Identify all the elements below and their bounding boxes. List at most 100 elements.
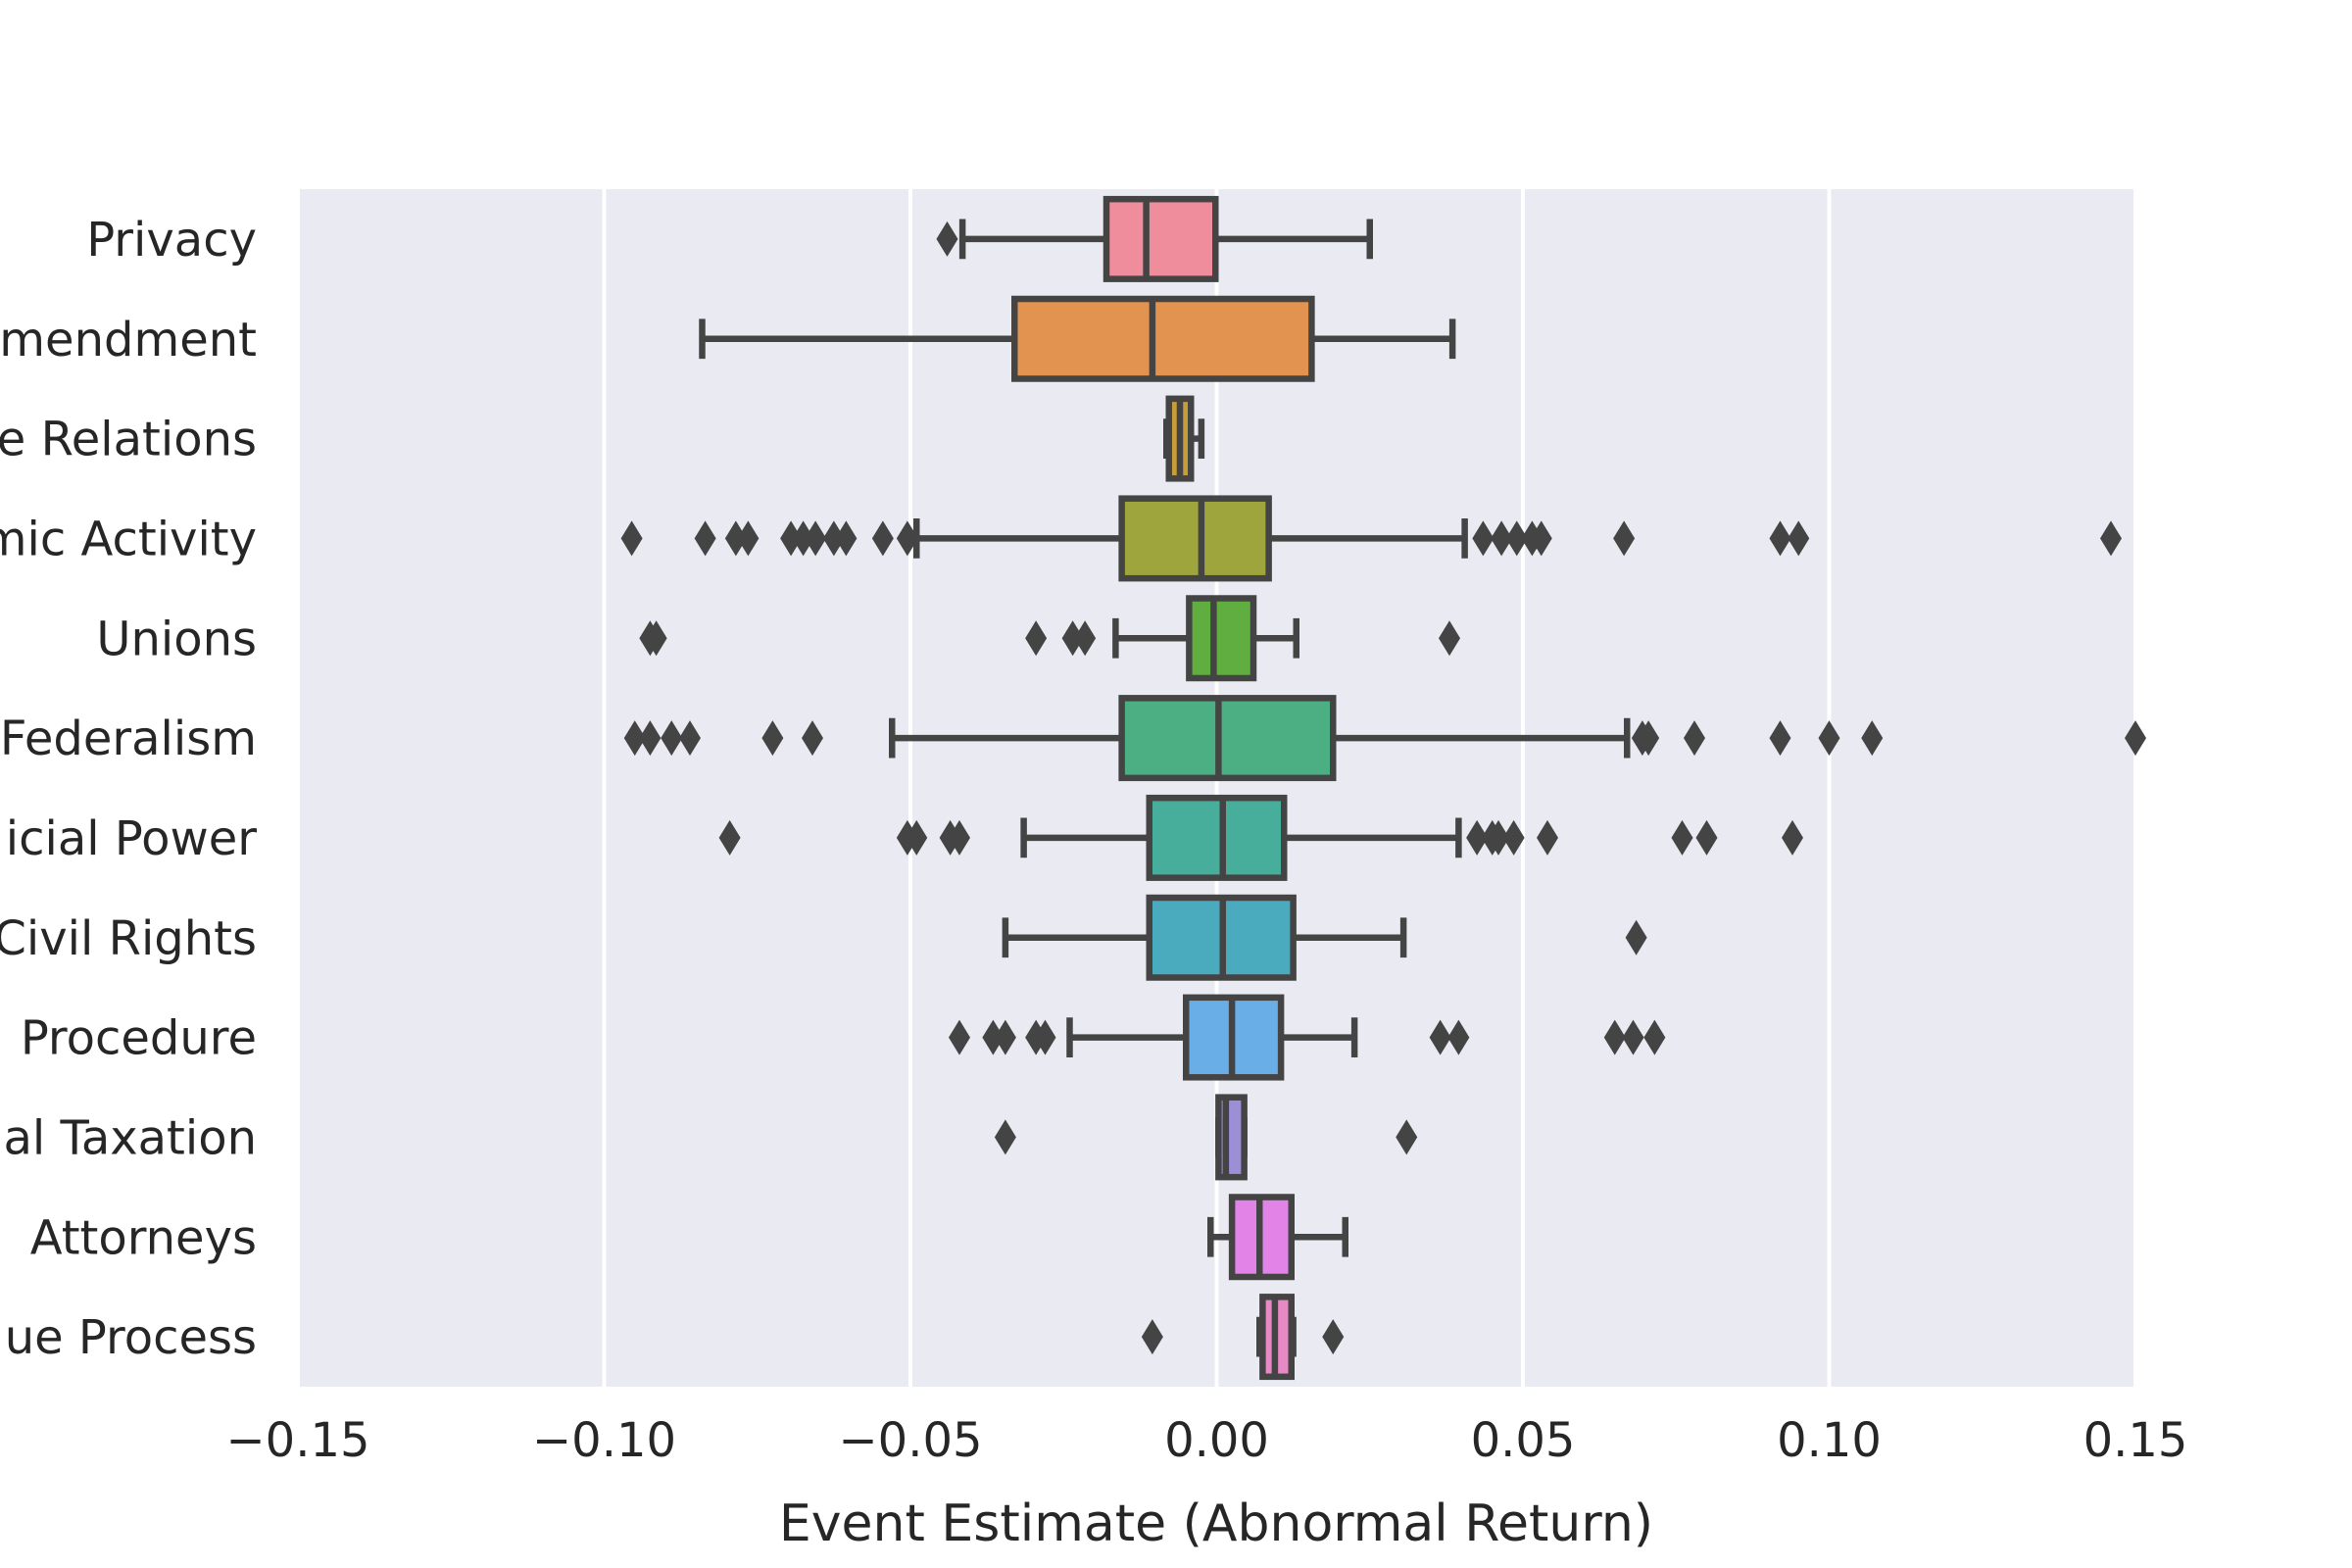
- outlier-point: [694, 520, 716, 557]
- outlier-point: [1074, 620, 1097, 657]
- outlier-point: [1671, 819, 1693, 856]
- outlier-point: [679, 720, 701, 757]
- outlier-point: [871, 520, 894, 557]
- outlier-point: [994, 1019, 1016, 1055]
- box-group: [1163, 395, 1205, 482]
- outlier-point: [780, 520, 803, 557]
- box: [1215, 1094, 1248, 1181]
- outlier-point: [1769, 720, 1791, 757]
- outlier-point: [2100, 520, 2122, 557]
- y-tick-label: Unions: [96, 612, 257, 666]
- y-tick-label: ue Process: [5, 1310, 257, 1365]
- outlier-point: [1396, 1119, 1418, 1155]
- outlier-point: [1625, 919, 1647, 956]
- box-group: [623, 695, 2146, 782]
- y-tick-label: icial Power: [6, 811, 257, 866]
- outlier-point: [1622, 1019, 1644, 1055]
- outlier-point: [661, 720, 683, 757]
- y-tick-label: Federalism: [0, 711, 257, 766]
- box: [1186, 595, 1257, 682]
- outlier-point: [906, 819, 928, 856]
- outlier-point: [1613, 520, 1636, 557]
- box-group: [1141, 1294, 1345, 1381]
- box-group: [936, 195, 1373, 282]
- outlier-point: [1502, 819, 1525, 856]
- outlier-point: [623, 720, 646, 757]
- outlier-point: [1818, 720, 1840, 757]
- outlier-point: [1537, 819, 1558, 856]
- box: [1118, 495, 1272, 582]
- y-tick-label: Procedure: [21, 1011, 257, 1066]
- outlier-point: [822, 520, 845, 557]
- y-tick-label: Attorneys: [30, 1210, 257, 1265]
- x-tick-label: −0.05: [838, 1413, 982, 1468]
- outlier-point: [949, 1019, 970, 1055]
- outlier-point: [1684, 720, 1705, 757]
- x-tick-label: 0.10: [1777, 1413, 1882, 1468]
- outlier-point: [805, 520, 827, 557]
- outlier-point: [1488, 819, 1509, 856]
- outlier-point: [792, 520, 814, 557]
- x-axis-label: Event Estimate (Abnormal Return): [779, 1494, 1653, 1553]
- outlier-point: [896, 520, 918, 557]
- box-group: [1002, 894, 1647, 981]
- outlier-point: [802, 720, 823, 757]
- outlier-point: [1034, 1019, 1056, 1055]
- outlier-point: [1447, 1019, 1470, 1055]
- x-tick-label: 0.05: [1471, 1413, 1576, 1468]
- grid-lines: [296, 189, 2137, 1387]
- outlier-point: [620, 520, 643, 557]
- outlier-point: [1472, 520, 1494, 557]
- box-group: [699, 295, 1456, 382]
- x-tick-labels: −0.15 −0.10 −0.05 0.00 0.05 0.10 0.15: [225, 1413, 2187, 1468]
- outlier-point: [1491, 520, 1513, 557]
- outlier-point: [1429, 1019, 1451, 1055]
- box: [1118, 695, 1337, 782]
- outlier-point: [1769, 520, 1791, 557]
- outlier-point: [1695, 819, 1718, 856]
- x-tick-label: −0.10: [532, 1413, 676, 1468]
- outlier-point: [1025, 620, 1048, 657]
- outlier-point: [1439, 620, 1460, 657]
- outlier-point: [1141, 1319, 1163, 1355]
- y-tick-label: e Relations: [0, 413, 257, 467]
- outlier-point: [1466, 819, 1489, 856]
- y-tick-label: mic Activity: [0, 512, 257, 566]
- y-tick-labels: Privacy mendment e Relations mic Activity Un…: [0, 213, 257, 1365]
- box: [1102, 195, 1219, 282]
- box: [1146, 794, 1288, 881]
- outlier-point: [1643, 1019, 1666, 1055]
- x-tick-label: −0.15: [225, 1413, 369, 1468]
- outlier-point: [1603, 1019, 1626, 1055]
- outlier-point: [1638, 720, 1660, 757]
- outlier-point: [982, 1019, 1004, 1055]
- outlier-point: [1322, 1319, 1345, 1355]
- outlier-point: [639, 720, 662, 757]
- outlier-point: [761, 720, 784, 757]
- box-group: [994, 1094, 1418, 1181]
- outlier-point: [1530, 520, 1552, 557]
- box: [1011, 295, 1315, 382]
- y-tick-label: mendment: [0, 313, 257, 368]
- outlier-point: [949, 819, 970, 856]
- outlier-point: [1782, 819, 1803, 856]
- box-group: [639, 595, 1460, 682]
- x-tick-label: 0.00: [1164, 1413, 1269, 1468]
- outlier-point: [1788, 520, 1810, 557]
- y-tick-label: Privacy: [86, 213, 257, 268]
- x-tick-label: 0.15: [2083, 1413, 2188, 1468]
- outlier-point: [737, 520, 760, 557]
- box-group: [949, 994, 1666, 1081]
- y-tick-label: al Taxation: [3, 1110, 257, 1165]
- box-group: [718, 794, 1803, 881]
- outlier-point: [645, 620, 667, 657]
- outlier-point: [1861, 720, 1884, 757]
- outlier-point: [835, 520, 858, 557]
- box-group: [1207, 1194, 1348, 1281]
- boxes: [620, 195, 2146, 1381]
- outlier-point: [724, 520, 747, 557]
- outlier-point: [994, 1119, 1016, 1155]
- outlier-point: [1505, 520, 1528, 557]
- outlier-point: [1061, 620, 1084, 657]
